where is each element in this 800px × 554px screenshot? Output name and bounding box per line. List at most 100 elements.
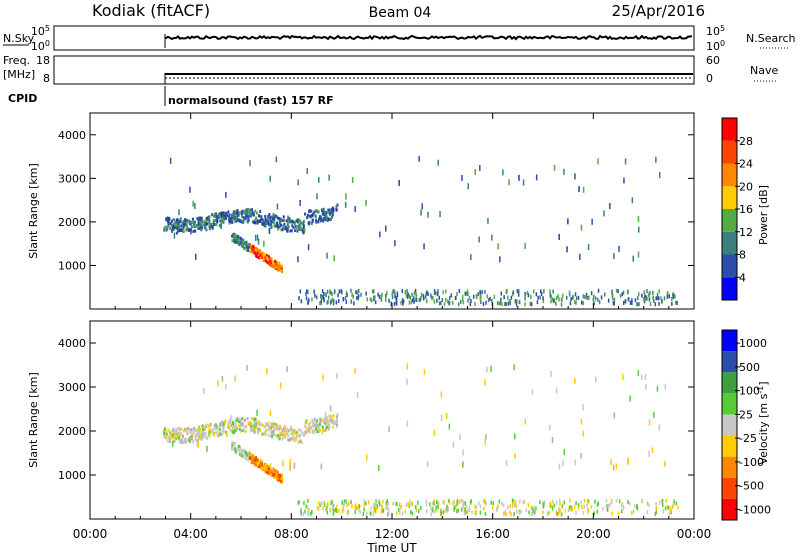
echo-cell [232,217,235,221]
echo-cell [561,504,564,509]
echo-cell [308,210,311,214]
echo-cell [314,209,317,213]
echo-cell [184,427,186,431]
echo-cell [179,229,182,232]
echo-cell [615,463,618,470]
echo-cell [272,429,275,433]
echo-cell [464,501,466,506]
echo-cell [574,377,576,384]
echo-cell [645,383,647,390]
station-title: Kodiak (fitACF) [92,1,210,20]
echo-cell [178,433,181,437]
echo-cell [426,509,428,514]
echo-cell [462,499,464,504]
echo-cell [180,217,182,224]
echo-cell [251,459,254,463]
echo-cell [331,213,334,217]
echo-cell [273,224,276,228]
echo-cell [511,504,514,509]
echo-cell [265,422,267,426]
echo-cell [443,302,446,307]
echo-cell [456,499,459,504]
echo-cell [315,427,318,431]
echo-cell [415,292,417,297]
echo-cell [477,292,479,297]
nsearch-label: N.Search [746,32,796,45]
echo-cell [236,417,239,420]
echo-cell [285,429,287,433]
echo-cell [530,294,532,299]
echo-cell [175,432,178,436]
echo-cell [277,475,280,478]
echo-cell [365,291,367,296]
echo-cell [357,505,360,510]
colorbar-tick-label: 100 [739,385,760,398]
echo-cell [281,270,284,273]
echo-cell [386,291,388,296]
echo-cell [410,300,413,305]
echo-cell [189,221,192,224]
echo-cell [485,501,487,506]
echo-cell [258,252,261,256]
echo-cell [173,430,176,434]
echo-cell [193,224,196,228]
echo-cell [264,224,267,228]
echo-cell [290,429,293,432]
echo-cell [165,225,168,229]
echo-cell [674,294,676,299]
echo-cell [559,509,561,513]
echo-cell [462,449,464,456]
echo-cell [503,511,505,516]
echo-cell [197,218,200,222]
echo-cell [316,423,319,427]
echo-cell [321,425,324,429]
echo-cell [266,433,268,437]
echo-cell [332,209,335,213]
echo-cell [474,169,476,175]
echo-cell [182,230,185,233]
echo-cell [337,508,340,513]
echo-cell [313,424,316,428]
echo-cell [437,289,439,293]
echo-cell [321,209,324,213]
echo-cell [224,419,227,423]
echo-cell [442,290,444,295]
echo-cell [445,289,447,294]
echo-cell [577,295,580,300]
echo-cell [433,509,436,514]
echo-cell [486,366,488,373]
echo-cell [238,427,241,431]
echo-cell [216,220,219,224]
echo-cell [205,423,208,427]
echo-cell [463,511,466,516]
echo-cell [234,447,237,451]
echo-cell [210,423,213,427]
echo-cell [323,298,325,303]
echo-cell [357,294,360,299]
echo-cell [460,299,462,304]
echo-cell [461,297,464,302]
echo-cell [551,506,554,511]
echo-cell [286,428,288,435]
echo-cell [278,266,281,270]
echo-cell [417,500,419,505]
echo-cell [270,224,273,228]
echo-cell [513,512,515,517]
echo-cell [219,219,222,223]
echo-cell [406,378,408,385]
echo-cell [502,503,505,508]
echo-cell [514,433,516,440]
echo-cell [311,425,314,429]
echo-cell [231,446,234,450]
echo-cell [649,302,652,306]
echo-cell [642,297,645,302]
echo-cell [254,218,257,222]
echo-cell [254,234,257,241]
echo-cell [501,302,503,307]
echo-cell [173,438,176,442]
echo-cell [413,291,416,296]
power-x-ticks [89,113,695,309]
echo-cell [317,210,320,214]
echo-cell [656,385,659,392]
